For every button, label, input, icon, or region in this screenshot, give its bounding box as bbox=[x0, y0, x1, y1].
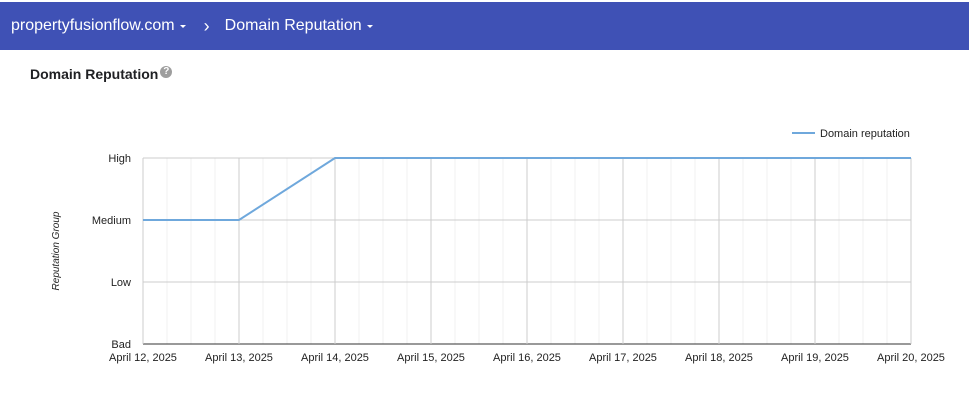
y-tick-label: High bbox=[108, 153, 131, 165]
y-tick-label: Low bbox=[111, 277, 131, 289]
page-dropdown-caret-icon bbox=[366, 25, 373, 28]
card-title-text: Domain Reputation bbox=[30, 66, 159, 82]
x-tick-label: April 19, 2025 bbox=[781, 352, 849, 364]
page-selector[interactable]: Domain Reputation bbox=[225, 17, 373, 35]
y-tick-label: Bad bbox=[111, 339, 131, 351]
card-title: Domain Reputation ? bbox=[30, 66, 173, 82]
legend-label: Domain reputation bbox=[820, 128, 910, 140]
top-bar: propertyfusionflow.com › Domain Reputati… bbox=[0, 2, 969, 50]
breadcrumb-chevron-icon: › bbox=[203, 16, 210, 36]
x-tick-label: April 14, 2025 bbox=[301, 352, 369, 364]
x-tick-label: April 15, 2025 bbox=[397, 352, 465, 364]
domain-dropdown-caret-icon bbox=[179, 25, 186, 28]
x-tick-label: April 13, 2025 bbox=[205, 352, 273, 364]
x-tick-label: April 18, 2025 bbox=[685, 352, 753, 364]
domain-selector[interactable]: propertyfusionflow.com bbox=[11, 17, 186, 35]
page-name: Domain Reputation bbox=[224, 17, 362, 34]
x-tick-label: April 20, 2025 bbox=[877, 352, 945, 364]
y-tick-label: Medium bbox=[92, 215, 131, 227]
help-icon[interactable]: ? bbox=[160, 66, 173, 78]
x-tick-label: April 16, 2025 bbox=[493, 352, 561, 364]
y-axis-title: Reputation Group bbox=[51, 211, 62, 290]
x-tick-label: April 17, 2025 bbox=[589, 352, 657, 364]
domain-name: propertyfusionflow.com bbox=[11, 17, 175, 34]
x-tick-label: April 12, 2025 bbox=[109, 352, 177, 364]
